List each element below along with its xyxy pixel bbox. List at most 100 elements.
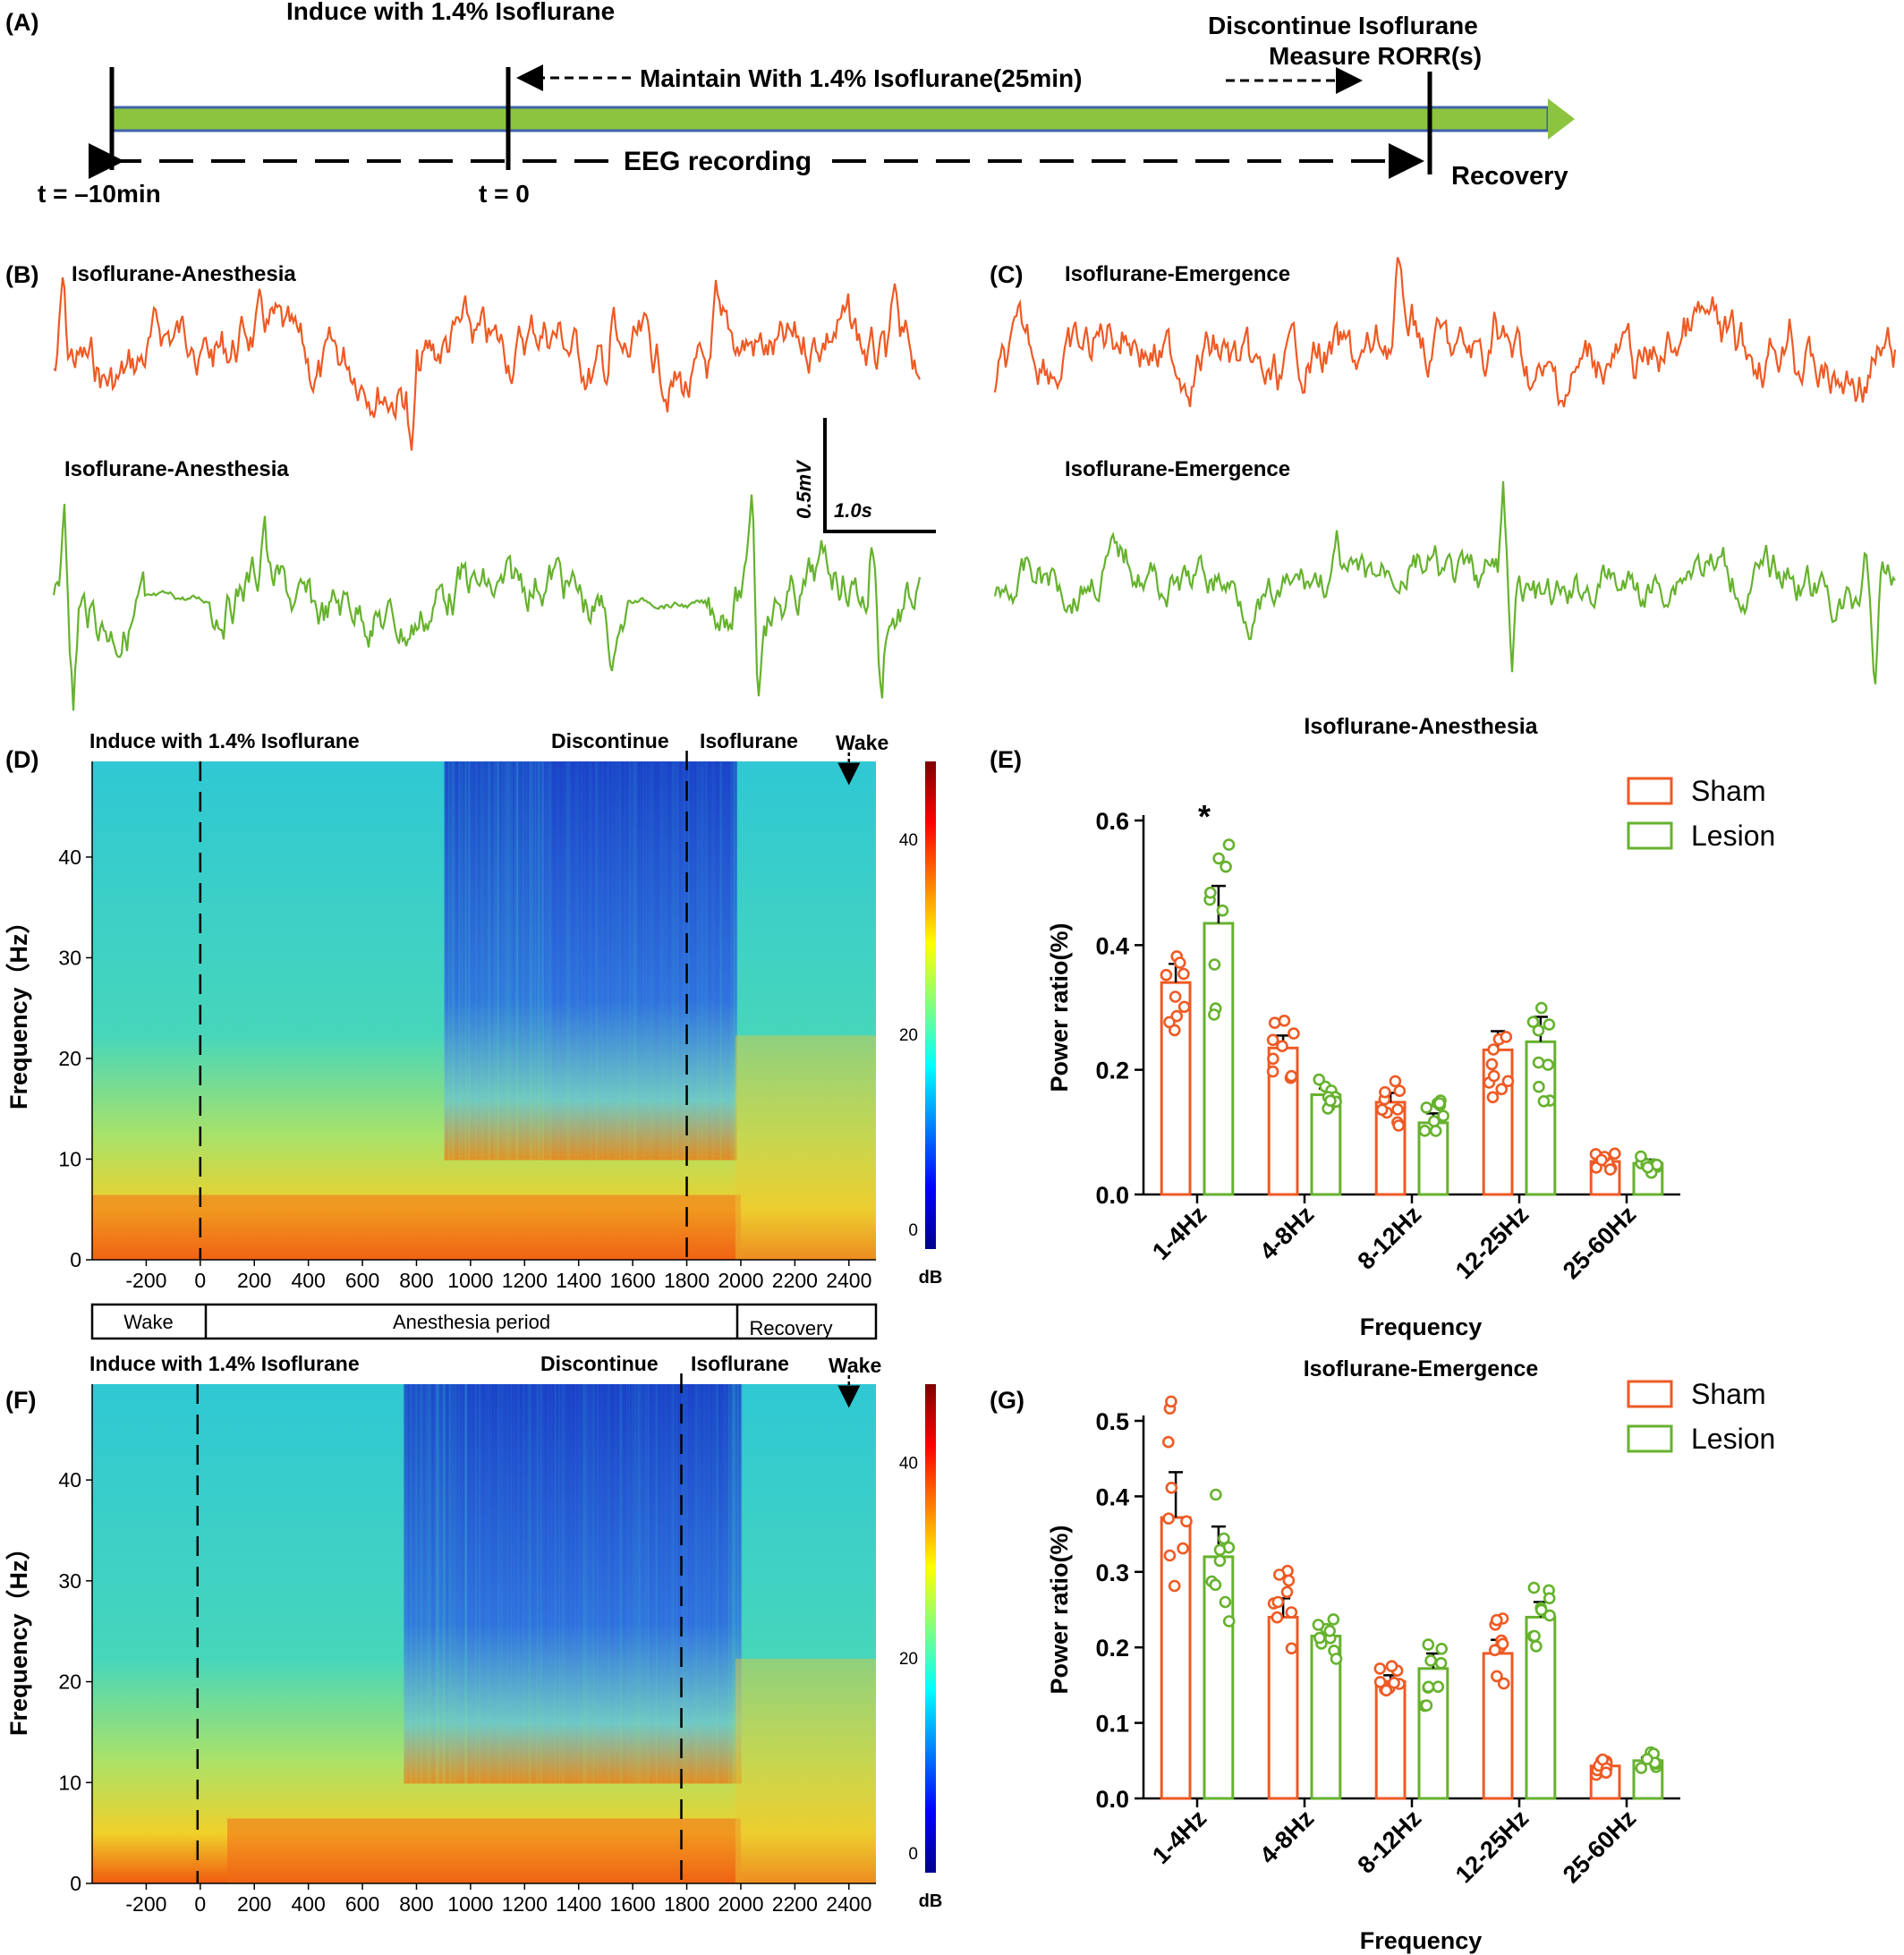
data-point <box>1213 1543 1227 1557</box>
spec-f-wake-label: Wake <box>829 1354 881 1377</box>
panel-b: (B) Isoflurane-Anesthesia Isoflurane-Ane… <box>5 261 936 711</box>
x-tick-label: 2200 <box>772 1892 818 1916</box>
data-point <box>1323 1625 1336 1637</box>
x-tick-label: 2000 <box>718 1269 763 1292</box>
data-point <box>1537 1095 1551 1108</box>
panel-label-d: (D) <box>5 746 38 773</box>
y-axis-label: Power ratio(%) <box>1046 1525 1073 1694</box>
data-point <box>1429 1125 1442 1137</box>
x-tick-label: 200 <box>237 1892 271 1916</box>
colorbar-tick-label: 20 <box>899 1026 918 1045</box>
data-point <box>1204 886 1217 899</box>
data-point <box>1285 1069 1298 1083</box>
timeline-discontinue-label: Discontinue Isoflurane <box>1208 12 1478 39</box>
x-tick-label: 2400 <box>826 1892 871 1916</box>
x-tick-label: 1800 <box>664 1892 710 1916</box>
y-axis-label: Power ratio(%) <box>1046 922 1073 1092</box>
data-point <box>1428 1115 1441 1127</box>
legend-swatch-sham <box>1627 1380 1673 1408</box>
spec-f-ylabel: Frequency（Hz） <box>5 1535 32 1736</box>
data-point <box>1375 1103 1389 1117</box>
data-point <box>1501 1075 1515 1088</box>
y-tick-label: 0.3 <box>1095 1560 1129 1586</box>
y-tick-label: 40 <box>58 846 81 869</box>
data-point <box>1437 1109 1449 1122</box>
data-point <box>1177 1542 1189 1555</box>
data-point <box>1495 1083 1508 1096</box>
x-tick-label: 25-60Hz <box>1558 1805 1641 1888</box>
data-point <box>1422 1680 1435 1694</box>
legend-label-lesion: Lesion <box>1691 820 1775 852</box>
period-bar: Wake Anesthesia period Recovery <box>90 1303 878 1340</box>
x-tick-label: 2400 <box>826 1269 871 1292</box>
x-tick-label: 8-12Hz <box>1352 1805 1426 1879</box>
data-point <box>1392 1119 1405 1132</box>
recovery-label: Recovery <box>1451 162 1568 191</box>
panel-label-g: (G) <box>990 1387 1024 1414</box>
data-point <box>1534 1603 1548 1617</box>
recovery-band <box>735 1035 876 1260</box>
period-anesthesia-label: Anesthesia period <box>393 1311 550 1333</box>
data-point <box>1420 1699 1433 1712</box>
bar-sham-1-4Hz <box>1160 1516 1192 1800</box>
panel-label-c: (C) <box>990 261 1023 288</box>
data-point <box>1487 1043 1500 1056</box>
panel-e: (E) Isoflurane-Anesthesia 0.0 0.2 0.4 0.6 Pow… <box>990 714 1775 1340</box>
data-point <box>1389 1075 1402 1088</box>
data-point <box>1313 1631 1326 1645</box>
x-tick-label: 12-25Hz <box>1450 1805 1534 1888</box>
data-point <box>1209 1578 1222 1592</box>
x-tick-label: 25-60Hz <box>1558 1201 1641 1284</box>
scale-bar <box>823 418 936 533</box>
panel-g: (G) Isoflurane-Emergence 0.0 0.1 0.2 0.3 0.4 0… <box>990 1356 1775 1954</box>
x-tick-label: 12-25Hz <box>1450 1201 1534 1284</box>
data-point <box>1213 1554 1227 1568</box>
data-point <box>1641 1753 1653 1765</box>
spectrogram-f <box>92 1384 876 1883</box>
y-tick-label: 0.0 <box>1095 1182 1129 1209</box>
scale-voltage-label: 0.5mV <box>793 459 815 519</box>
panel-c: (C) Isoflurane-Emergence Isoflurane-Emer… <box>990 257 1897 684</box>
data-point <box>1282 1574 1296 1587</box>
data-point <box>1373 1676 1387 1688</box>
data-point <box>1485 1058 1499 1071</box>
data-point <box>1391 1103 1404 1116</box>
recovery-band <box>735 1658 876 1883</box>
data-point <box>1379 1085 1391 1099</box>
legend-swatch-sham <box>1627 777 1673 805</box>
data-point <box>1160 968 1173 982</box>
y-tick-label: 0.4 <box>1095 932 1129 959</box>
data-point <box>1433 1097 1446 1109</box>
x-tick-label: 400 <box>291 1892 325 1916</box>
x-tick-label: 600 <box>345 1269 379 1292</box>
data-point <box>1422 1638 1435 1651</box>
trace-c-bottom-title: Isoflurane-Emergence <box>1065 457 1290 481</box>
x-tick-label: 4-8Hz <box>1254 1805 1319 1869</box>
y-tick-label: 10 <box>58 1147 81 1170</box>
bar-lesion-4-8Hz <box>1310 1093 1342 1196</box>
x-tick-label: 0 <box>194 1269 206 1292</box>
trace-b-top-title: Isoflurane-Anesthesia <box>72 262 296 286</box>
data-point <box>1424 1654 1437 1667</box>
eeg-trace-anesthesia-sham <box>53 276 921 451</box>
data-point <box>1165 1482 1178 1494</box>
data-point <box>1434 1657 1448 1670</box>
x-tick-label: 1600 <box>610 1269 656 1292</box>
data-point <box>1635 1762 1648 1774</box>
x-tick-label: 200 <box>237 1269 271 1292</box>
y-tick-label: 0.6 <box>1095 808 1129 835</box>
panel-a: (A) Induce with 1.4% Isoflurane Disconti… <box>5 0 1575 208</box>
data-point <box>1542 1058 1554 1071</box>
x-tick-label: -200 <box>125 1892 166 1916</box>
x-tick-label: 600 <box>345 1892 379 1916</box>
x-tick-label: 1600 <box>610 1892 656 1916</box>
y-tick-label: 0.4 <box>1095 1483 1129 1510</box>
data-point <box>1285 1606 1298 1619</box>
colorbar-unit: dB <box>919 1891 943 1911</box>
timeline-bar <box>110 106 1550 132</box>
y-tick-label: 0.2 <box>1095 1635 1129 1662</box>
spectrogram-f-axes: -200 0 200 400 600 800 1000 1200 1400 1600 1800 200… <box>58 1373 942 1916</box>
spectrogram-d <box>92 761 876 1260</box>
data-point <box>1162 1435 1175 1449</box>
